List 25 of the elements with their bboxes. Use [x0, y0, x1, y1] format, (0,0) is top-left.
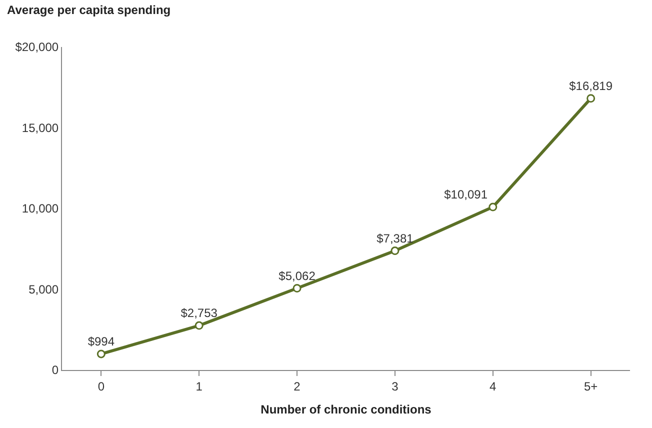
data-label: $7,381: [376, 231, 414, 246]
y-tick-label: 10,000: [22, 202, 59, 216]
y-tick-label: 5,000: [28, 282, 59, 296]
data-label: $5,062: [278, 268, 316, 283]
y-tick-label: 0: [52, 363, 59, 378]
point: [194, 321, 204, 330]
point: [390, 246, 400, 256]
point: [586, 94, 596, 103]
data-label: $2,753: [180, 306, 218, 320]
y-tick-label: 15,000: [22, 120, 59, 135]
x-tick-label: 2: [294, 379, 301, 394]
x-tick-label: 5+: [584, 379, 598, 394]
point: [488, 202, 498, 212]
point: [292, 284, 302, 292]
x-axis-title: Number of chronic conditions: [260, 402, 432, 416]
x-tick-label: 0: [98, 379, 105, 394]
x-tick-label: 4: [490, 379, 497, 394]
x-tick-label: 1: [196, 379, 203, 394]
data-label: $994: [88, 334, 115, 349]
data-label: $10,091: [444, 188, 488, 202]
y-tick-label: $20,000: [15, 40, 59, 54]
data-label: $16,819: [569, 78, 613, 93]
point: [96, 350, 106, 358]
x-tick-label: 3: [392, 379, 399, 394]
y-axis-title: Average per capita spending: [7, 3, 171, 17]
